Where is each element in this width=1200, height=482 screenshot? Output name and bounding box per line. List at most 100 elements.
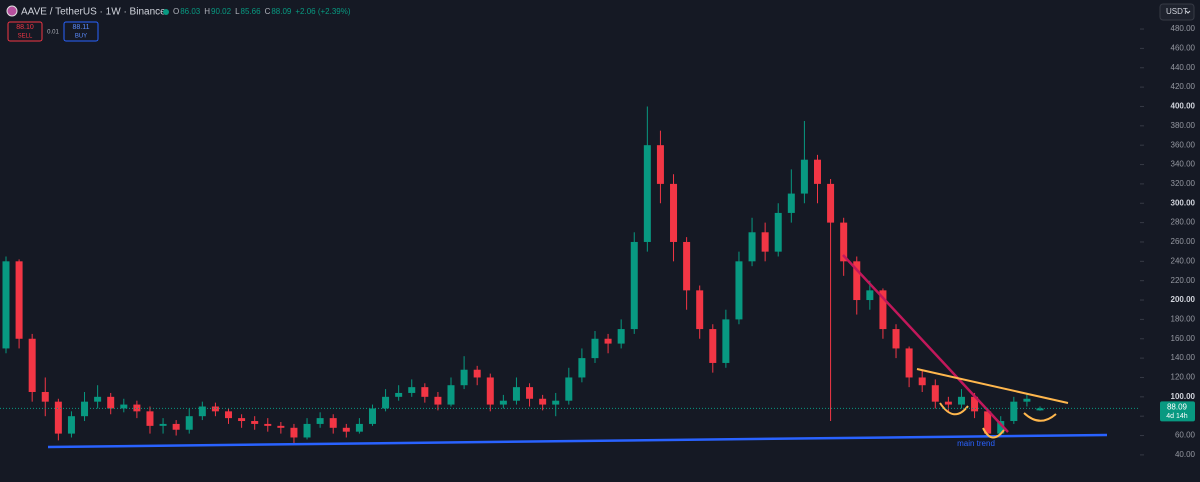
- currency-button[interactable]: [1159, 3, 1195, 21]
- ohlc-key: H: [204, 7, 210, 16]
- change: +2.06 (+2.39%): [295, 7, 350, 16]
- candle-body: [277, 425, 285, 428]
- resistance-line: [916, 368, 1069, 404]
- ohlc-value: 85.66: [241, 7, 262, 16]
- candle-body: [28, 338, 36, 392]
- arc: [939, 402, 969, 416]
- candle-body: [840, 222, 848, 262]
- y-tick-label: 220.00: [1171, 276, 1196, 285]
- y-tick-label: 440.00: [1171, 63, 1196, 72]
- candle-body: [774, 212, 782, 252]
- candle-body: [526, 387, 534, 399]
- sell-price[interactable]: 88.10: [16, 24, 34, 31]
- currency[interactable]: USDT: [1166, 7, 1188, 16]
- ohlc-value: 86.03: [180, 7, 201, 16]
- candle-body: [460, 369, 468, 386]
- y-tick-label: 260.00: [1171, 237, 1196, 246]
- candle-body: [329, 418, 337, 428]
- candle-body: [997, 421, 1005, 434]
- candle-body: [355, 423, 363, 432]
- candle-body: [670, 183, 678, 242]
- candle-body: [159, 423, 167, 426]
- y-tick-label: 340.00: [1171, 160, 1196, 169]
- candle-body: [591, 338, 599, 359]
- y-tick-label: 320.00: [1171, 179, 1196, 188]
- y-tick-label: 460.00: [1171, 44, 1196, 53]
- last-price-value: 88.09: [1167, 402, 1188, 411]
- candle-body: [434, 396, 442, 405]
- sell-label[interactable]: SELL: [18, 34, 33, 40]
- buy-button[interactable]: [63, 21, 99, 42]
- buy-label[interactable]: BUY: [75, 34, 87, 40]
- y-tick-label: 40.00: [1175, 450, 1196, 459]
- candle-body: [1010, 401, 1018, 422]
- symbol: AAVE / TetherUS · 1W · Binance: [21, 7, 166, 18]
- candle-body: [957, 396, 965, 405]
- candle-body: [447, 385, 455, 405]
- y-tick-label: 180.00: [1171, 315, 1196, 324]
- candle-body: [146, 411, 154, 426]
- candle-body: [696, 290, 704, 330]
- candle-body: [931, 385, 939, 402]
- y-tick-label: 100.00: [1171, 392, 1196, 401]
- candle-body: [1023, 398, 1031, 402]
- spread: 0.01: [47, 30, 59, 36]
- buy-price[interactable]: 88.11: [73, 24, 90, 31]
- candle-body: [382, 396, 390, 409]
- candle-body: [15, 261, 23, 339]
- symbol-icon: [6, 5, 18, 17]
- candle-body: [866, 290, 874, 301]
- candle-body: [984, 411, 992, 434]
- ohlc-key: O: [173, 7, 179, 16]
- candle-body: [813, 159, 821, 184]
- candle-body: [133, 404, 141, 412]
- candle-body: [316, 418, 324, 424]
- candle-body: [578, 358, 586, 378]
- candle-body: [211, 406, 219, 412]
- ohlc: O 86.03 H 90.02 L 85.66 C 88.09 +2.06 (+2.39%): [173, 7, 351, 16]
- candle-body: [264, 423, 272, 426]
- candle-body: [656, 145, 664, 184]
- last-price: 88.09 4d 14h: [0, 401, 1195, 422]
- sell-button[interactable]: [7, 21, 43, 42]
- candle-body: [735, 261, 743, 320]
- candle-body: [54, 401, 62, 434]
- candle-body: [643, 145, 651, 242]
- y-tick-label: 240.00: [1171, 256, 1196, 265]
- ohlc-value: 90.02: [211, 7, 232, 16]
- candle-body: [918, 377, 926, 386]
- y-tick-label: 60.00: [1175, 431, 1196, 440]
- candle-body: [552, 400, 560, 405]
- y-tick-label: 300.00: [1171, 198, 1196, 207]
- status-dot: [163, 9, 169, 15]
- candle-body: [395, 392, 403, 397]
- candle-body: [238, 418, 246, 422]
- candle-body: [120, 404, 128, 409]
- candle-body: [879, 290, 887, 330]
- candle-body: [748, 232, 756, 262]
- candle-body: [617, 329, 625, 344]
- support-line: [47, 433, 1108, 449]
- last-price-box: [1160, 401, 1195, 422]
- dropdown-icon: [1185, 10, 1191, 14]
- y-tick-label: 160.00: [1171, 334, 1196, 343]
- arc: [982, 427, 1005, 439]
- y-tick-label: 200.00: [1171, 295, 1196, 304]
- candle-body: [198, 406, 206, 417]
- candle-body: [761, 232, 769, 252]
- candle-body: [408, 387, 416, 393]
- candle-body: [486, 377, 494, 405]
- y-tick-label: 360.00: [1171, 140, 1196, 149]
- candle-body: [251, 421, 259, 424]
- ohlc-key: L: [235, 7, 240, 16]
- candle-body: [630, 241, 638, 330]
- candles: [2, 106, 1044, 444]
- candle-body: [709, 329, 717, 363]
- candle-body: [683, 241, 691, 291]
- candle-body: [107, 396, 115, 409]
- y-tick-label: 480.00: [1171, 24, 1196, 33]
- candle-body: [539, 398, 547, 405]
- candle-body: [81, 401, 89, 417]
- y-tick-label: 120.00: [1171, 373, 1196, 382]
